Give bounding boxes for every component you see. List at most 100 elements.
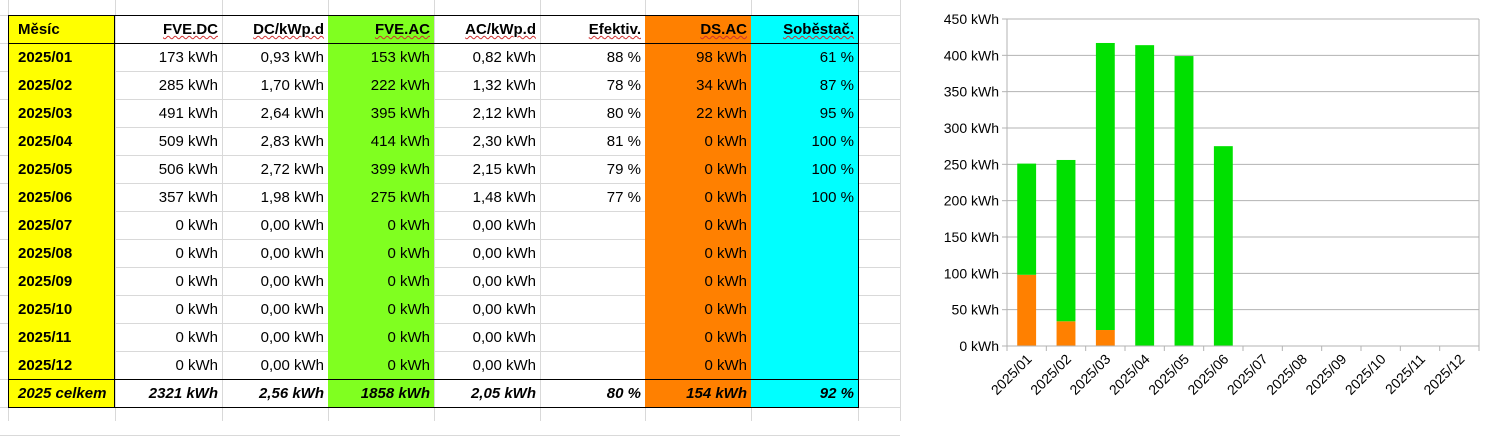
cell-sobestac[interactable]: 95 % — [819, 105, 854, 122]
cell-fve-dc[interactable]: 0 kWh — [175, 301, 218, 318]
header-ds-ac[interactable]: DS.AC — [645, 16, 751, 44]
cell-dc-kwp[interactable]: 0,00 kWh — [260, 245, 324, 262]
cell-ds-ac[interactable]: 0 kWh — [704, 217, 747, 234]
header-fve-ac[interactable]: FVE.AC — [328, 16, 434, 44]
total-dc-kwp[interactable]: 2,56 kWh — [258, 385, 324, 402]
cell-ac-kwp[interactable]: 2,15 kWh — [472, 161, 536, 178]
cell-fve-dc[interactable]: 491 kWh — [158, 105, 218, 122]
month-cell[interactable]: 2025/04 — [18, 133, 73, 150]
total-efektiv[interactable]: 80 % — [606, 385, 641, 402]
cell-fve-ac[interactable]: 153 kWh — [370, 49, 430, 66]
cell-efektiv[interactable]: 88 % — [606, 49, 641, 66]
header-dc-kwp[interactable]: DC/kWp.d — [222, 16, 328, 44]
cell-fve-dc[interactable]: 285 kWh — [158, 77, 218, 94]
cell-fve-ac[interactable]: 275 kWh — [370, 189, 430, 206]
total-fve-ac[interactable]: 1858 kWh — [360, 385, 430, 402]
cell-ds-ac[interactable]: 22 kWh — [696, 105, 747, 122]
cell-ds-ac[interactable]: 0 kWh — [704, 301, 747, 318]
cell-efektiv[interactable]: 77 % — [606, 189, 641, 206]
cell-dc-kwp[interactable]: 0,00 kWh — [260, 329, 324, 346]
header-month[interactable]: Měsíc — [18, 21, 60, 38]
cell-fve-dc[interactable]: 509 kWh — [158, 133, 218, 150]
cell-fve-ac[interactable]: 0 kWh — [387, 301, 430, 318]
cell-efektiv[interactable] — [540, 268, 645, 296]
cell-ac-kwp[interactable]: 2,12 kWh — [472, 105, 536, 122]
cell-sobestac[interactable]: 61 % — [819, 49, 854, 66]
cell-ds-ac[interactable]: 0 kWh — [704, 161, 747, 178]
cell-sobestac[interactable]: 100 % — [811, 161, 854, 178]
cell-ac-kwp[interactable]: 1,32 kWh — [472, 77, 536, 94]
cell-dc-kwp[interactable]: 1,98 kWh — [260, 189, 324, 206]
header-fve-dc[interactable]: FVE.DC — [115, 16, 222, 44]
cell-ac-kwp[interactable]: 0,00 kWh — [472, 301, 536, 318]
cell-dc-kwp[interactable]: 0,00 kWh — [260, 217, 324, 234]
cell-ac-kwp[interactable]: 0,82 kWh — [472, 49, 536, 66]
total-ac-kwp[interactable]: 2,05 kWh — [470, 385, 536, 402]
cell-ac-kwp[interactable]: 0,00 kWh — [472, 273, 536, 290]
cell-fve-dc[interactable]: 0 kWh — [175, 217, 218, 234]
cell-efektiv[interactable]: 78 % — [606, 77, 641, 94]
cell-ac-kwp[interactable]: 0,00 kWh — [472, 329, 536, 346]
cell-fve-dc[interactable]: 0 kWh — [175, 357, 218, 374]
cell-sobestac[interactable]: 100 % — [811, 133, 854, 150]
cell-ds-ac[interactable]: 0 kWh — [704, 133, 747, 150]
cell-ds-ac[interactable]: 0 kWh — [704, 357, 747, 374]
cell-efektiv[interactable]: 81 % — [606, 133, 641, 150]
cell-sobestac[interactable] — [751, 240, 858, 268]
cell-fve-dc[interactable]: 173 kWh — [158, 49, 218, 66]
header-efektiv[interactable]: Efektiv. — [540, 16, 645, 44]
cell-fve-ac[interactable]: 0 kWh — [387, 273, 430, 290]
cell-dc-kwp[interactable]: 2,83 kWh — [260, 133, 324, 150]
cell-ac-kwp[interactable]: 0,00 kWh — [472, 357, 536, 374]
month-cell[interactable]: 2025/06 — [18, 189, 73, 206]
month-cell[interactable]: 2025/09 — [18, 273, 73, 290]
cell-ds-ac[interactable]: 0 kWh — [704, 329, 747, 346]
cell-fve-ac[interactable]: 395 kWh — [370, 105, 430, 122]
cell-dc-kwp[interactable]: 2,72 kWh — [260, 161, 324, 178]
total-ds-ac[interactable]: 154 kWh — [686, 385, 747, 402]
cell-efektiv[interactable] — [540, 352, 645, 380]
cell-fve-ac[interactable]: 0 kWh — [387, 357, 430, 374]
cell-sobestac[interactable] — [751, 268, 858, 296]
month-cell[interactable]: 2025/07 — [18, 217, 73, 234]
month-cell[interactable]: 2025/02 — [18, 77, 73, 94]
cell-dc-kwp[interactable]: 0,00 kWh — [260, 357, 324, 374]
cell-dc-kwp[interactable]: 2,64 kWh — [260, 105, 324, 122]
cell-dc-kwp[interactable]: 0,00 kWh — [260, 301, 324, 318]
cell-efektiv[interactable]: 79 % — [606, 161, 641, 178]
cell-ds-ac[interactable]: 0 kWh — [704, 245, 747, 262]
cell-fve-ac[interactable]: 0 kWh — [387, 217, 430, 234]
cell-sobestac[interactable]: 87 % — [819, 77, 854, 94]
cell-fve-ac[interactable]: 222 kWh — [370, 77, 430, 94]
cell-sobestac[interactable]: 100 % — [811, 189, 854, 206]
cell-efektiv[interactable]: 80 % — [606, 105, 641, 122]
cell-ac-kwp[interactable]: 2,30 kWh — [472, 133, 536, 150]
cell-fve-dc[interactable]: 0 kWh — [175, 329, 218, 346]
header-sobestac[interactable]: Soběstač. — [751, 16, 858, 44]
cell-sobestac[interactable] — [751, 296, 858, 324]
cell-efektiv[interactable] — [540, 296, 645, 324]
cell-dc-kwp[interactable]: 0,93 kWh — [260, 49, 324, 66]
month-cell[interactable]: 2025/03 — [18, 105, 73, 122]
cell-efektiv[interactable] — [540, 240, 645, 268]
cell-ac-kwp[interactable]: 0,00 kWh — [472, 245, 536, 262]
total-fve-dc[interactable]: 2321 kWh — [148, 385, 218, 402]
month-cell[interactable]: 2025/10 — [18, 301, 73, 318]
cell-fve-ac[interactable]: 0 kWh — [387, 329, 430, 346]
cell-ds-ac[interactable]: 34 kWh — [696, 77, 747, 94]
cell-sobestac[interactable] — [751, 352, 858, 380]
cell-sobestac[interactable] — [751, 324, 858, 352]
cell-fve-dc[interactable]: 0 kWh — [175, 245, 218, 262]
cell-ac-kwp[interactable]: 0,00 kWh — [472, 217, 536, 234]
month-cell[interactable]: 2025/08 — [18, 245, 73, 262]
cell-sobestac[interactable] — [751, 212, 858, 240]
month-cell[interactable]: 2025/05 — [18, 161, 73, 178]
cell-fve-ac[interactable]: 414 kWh — [370, 133, 430, 150]
cell-fve-dc[interactable]: 357 kWh — [158, 189, 218, 206]
cell-fve-ac[interactable]: 0 kWh — [387, 245, 430, 262]
month-cell[interactable]: 2025/12 — [18, 357, 73, 374]
cell-fve-ac[interactable]: 399 kWh — [370, 161, 430, 178]
cell-fve-dc[interactable]: 0 kWh — [175, 273, 218, 290]
cell-ds-ac[interactable]: 98 kWh — [696, 49, 747, 66]
total-month[interactable]: 2025 celkem — [18, 385, 107, 402]
